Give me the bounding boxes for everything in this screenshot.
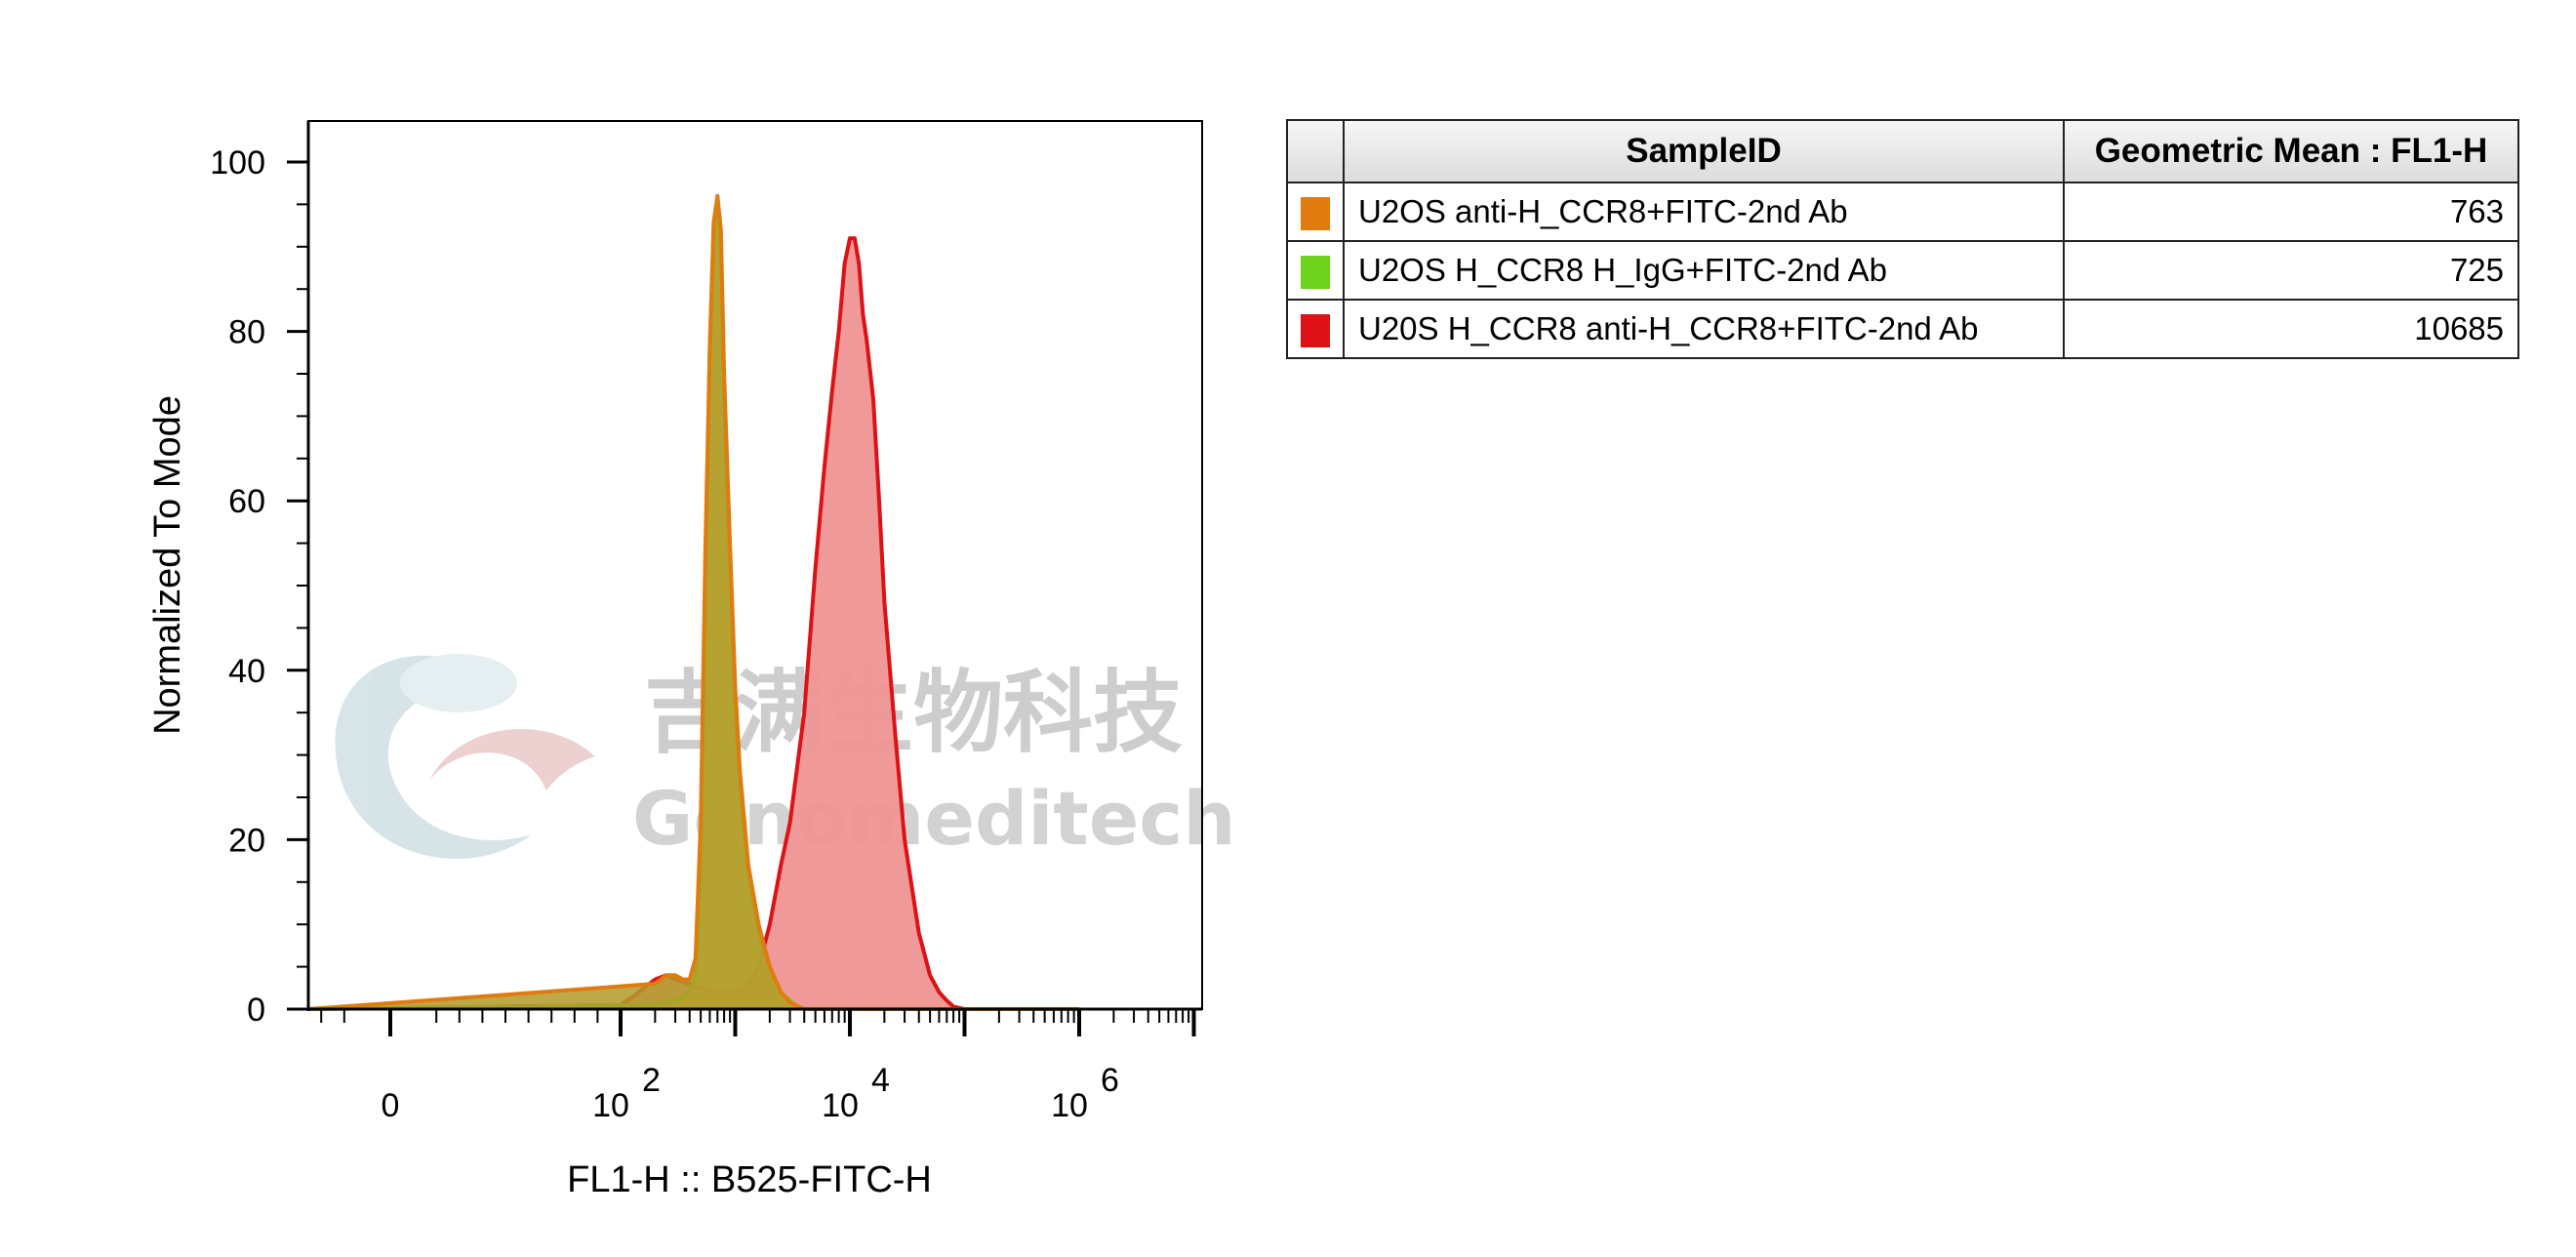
watermark: 吉满生物科技 Genomeditech xyxy=(335,654,1235,862)
legend-geomean-value: 725 xyxy=(2063,240,2519,301)
x-tick-exponent: 6 xyxy=(1101,1062,1119,1099)
x-tick-exponent: 4 xyxy=(871,1062,890,1099)
x-axis: 0 10 2 10 4 10 6 xyxy=(306,1007,1202,1124)
x-axis-title: FL1-H :: B525-FITC-H xyxy=(567,1159,932,1200)
x-tick-exponent: 2 xyxy=(642,1062,661,1099)
legend-header-value: Geometric Mean : FL1-H xyxy=(2063,119,2519,183)
series-area xyxy=(308,238,1079,1010)
x-tick-label: 0 xyxy=(382,1087,400,1124)
legend-geomean-value: 763 xyxy=(2063,182,2519,242)
legend-swatch-orange xyxy=(1301,197,1330,231)
series-layer xyxy=(307,193,1079,1011)
legend-sample-name: U2OS H_CCR8 H_IgG+FITC-2nd Ab xyxy=(1343,240,2065,301)
legend-swatch-cell xyxy=(1286,182,1345,242)
series-line xyxy=(307,193,1079,1011)
legend-swatch-header xyxy=(1286,119,1345,183)
series-line xyxy=(307,236,1079,1011)
plot-frame xyxy=(307,120,1203,1010)
histogram-chart: 吉满生物科技 Genomeditech 0 20 40 60 80 100 0 10 2 10 4… xyxy=(147,120,1235,1200)
legend-sample-name: U20S H_CCR8 anti-H_CCR8+FITC-2nd Ab xyxy=(1343,299,2065,359)
y-axis: 0 20 40 60 80 100 xyxy=(210,121,310,1029)
y-tick-label: 0 xyxy=(247,992,265,1029)
y-tick-label: 100 xyxy=(210,144,265,182)
y-tick-label: 80 xyxy=(228,314,265,351)
legend-header-sample: SampleID xyxy=(1343,119,2065,183)
y-tick-label: 60 xyxy=(228,483,265,520)
legend-row: U2OS anti-H_CCR8+FITC-2nd Ab 763 xyxy=(1286,182,2519,242)
y-tick-label: 40 xyxy=(228,653,265,690)
y-tick-label: 20 xyxy=(228,822,265,859)
legend-swatch-red xyxy=(1301,314,1330,348)
series-area xyxy=(308,195,1079,1009)
series-area xyxy=(308,204,1079,1009)
legend-swatch-green xyxy=(1301,256,1330,290)
legend-geomean-value: 10685 xyxy=(2063,299,2519,359)
x-tick-label: 10 xyxy=(822,1087,859,1124)
y-axis-title: Normalized To Mode xyxy=(147,395,188,735)
x-tick-label: 10 xyxy=(592,1087,629,1124)
legend-sample-name: U2OS anti-H_CCR8+FITC-2nd Ab xyxy=(1343,182,2065,242)
watermark-logo-icon xyxy=(335,654,595,859)
legend-row: U20S H_CCR8 anti-H_CCR8+FITC-2nd Ab 1068… xyxy=(1286,299,2519,359)
legend-table: SampleID Geometric Mean : FL1-H U2OS ant… xyxy=(1286,119,2519,359)
legend-swatch-cell xyxy=(1286,299,1345,359)
x-tick-label: 10 xyxy=(1051,1087,1088,1124)
legend-header-row: SampleID Geometric Mean : FL1-H xyxy=(1286,119,2519,183)
legend-row: U2OS H_CCR8 H_IgG+FITC-2nd Ab 725 xyxy=(1286,240,2519,301)
series-line xyxy=(307,202,1079,1011)
legend-swatch-cell xyxy=(1286,240,1345,301)
